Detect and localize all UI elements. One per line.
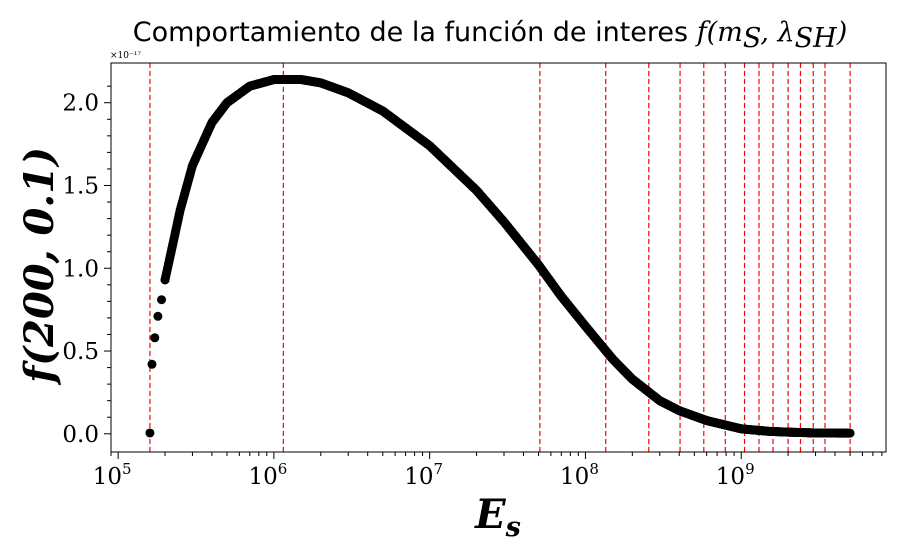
y-tick-label: 0.5 (62, 339, 99, 365)
plot-frame (110, 62, 887, 453)
y-axis-ticks: 0.0 0.5 1.0 1.5 2.0 (62, 85, 111, 448)
plot-area: 105 106 107 108 109 0.0 0.5 1.0 1.5 2.0 (62, 62, 887, 490)
data-point (845, 428, 855, 438)
data-point (153, 311, 163, 321)
x-tick-label: 105 (93, 460, 132, 490)
x-axis-title: Es (474, 491, 521, 543)
data-point (150, 333, 160, 343)
x-tick-label: 108 (560, 460, 599, 490)
x-tick-label: 107 (404, 460, 443, 490)
y-tick-label: 0.0 (62, 422, 99, 448)
data-point (157, 295, 167, 305)
data-points (145, 75, 855, 438)
y-tick-label: 1.5 (62, 173, 99, 199)
y-offset-label: ×10⁻¹⁷ (110, 51, 141, 61)
data-point (147, 359, 157, 369)
vertical-lines (149, 63, 851, 452)
x-axis-ticks: 105 106 107 108 109 (93, 452, 883, 490)
chart-title: Comportamiento de la función de interes … (133, 17, 848, 54)
x-tick-label: 109 (716, 460, 755, 490)
y-tick-label: 2.0 (62, 91, 99, 117)
x-tick-label: 106 (248, 460, 287, 490)
data-point (145, 428, 155, 438)
y-tick-label: 1.0 (62, 256, 99, 282)
y-axis-title: f(200, 0.1) (16, 147, 63, 386)
